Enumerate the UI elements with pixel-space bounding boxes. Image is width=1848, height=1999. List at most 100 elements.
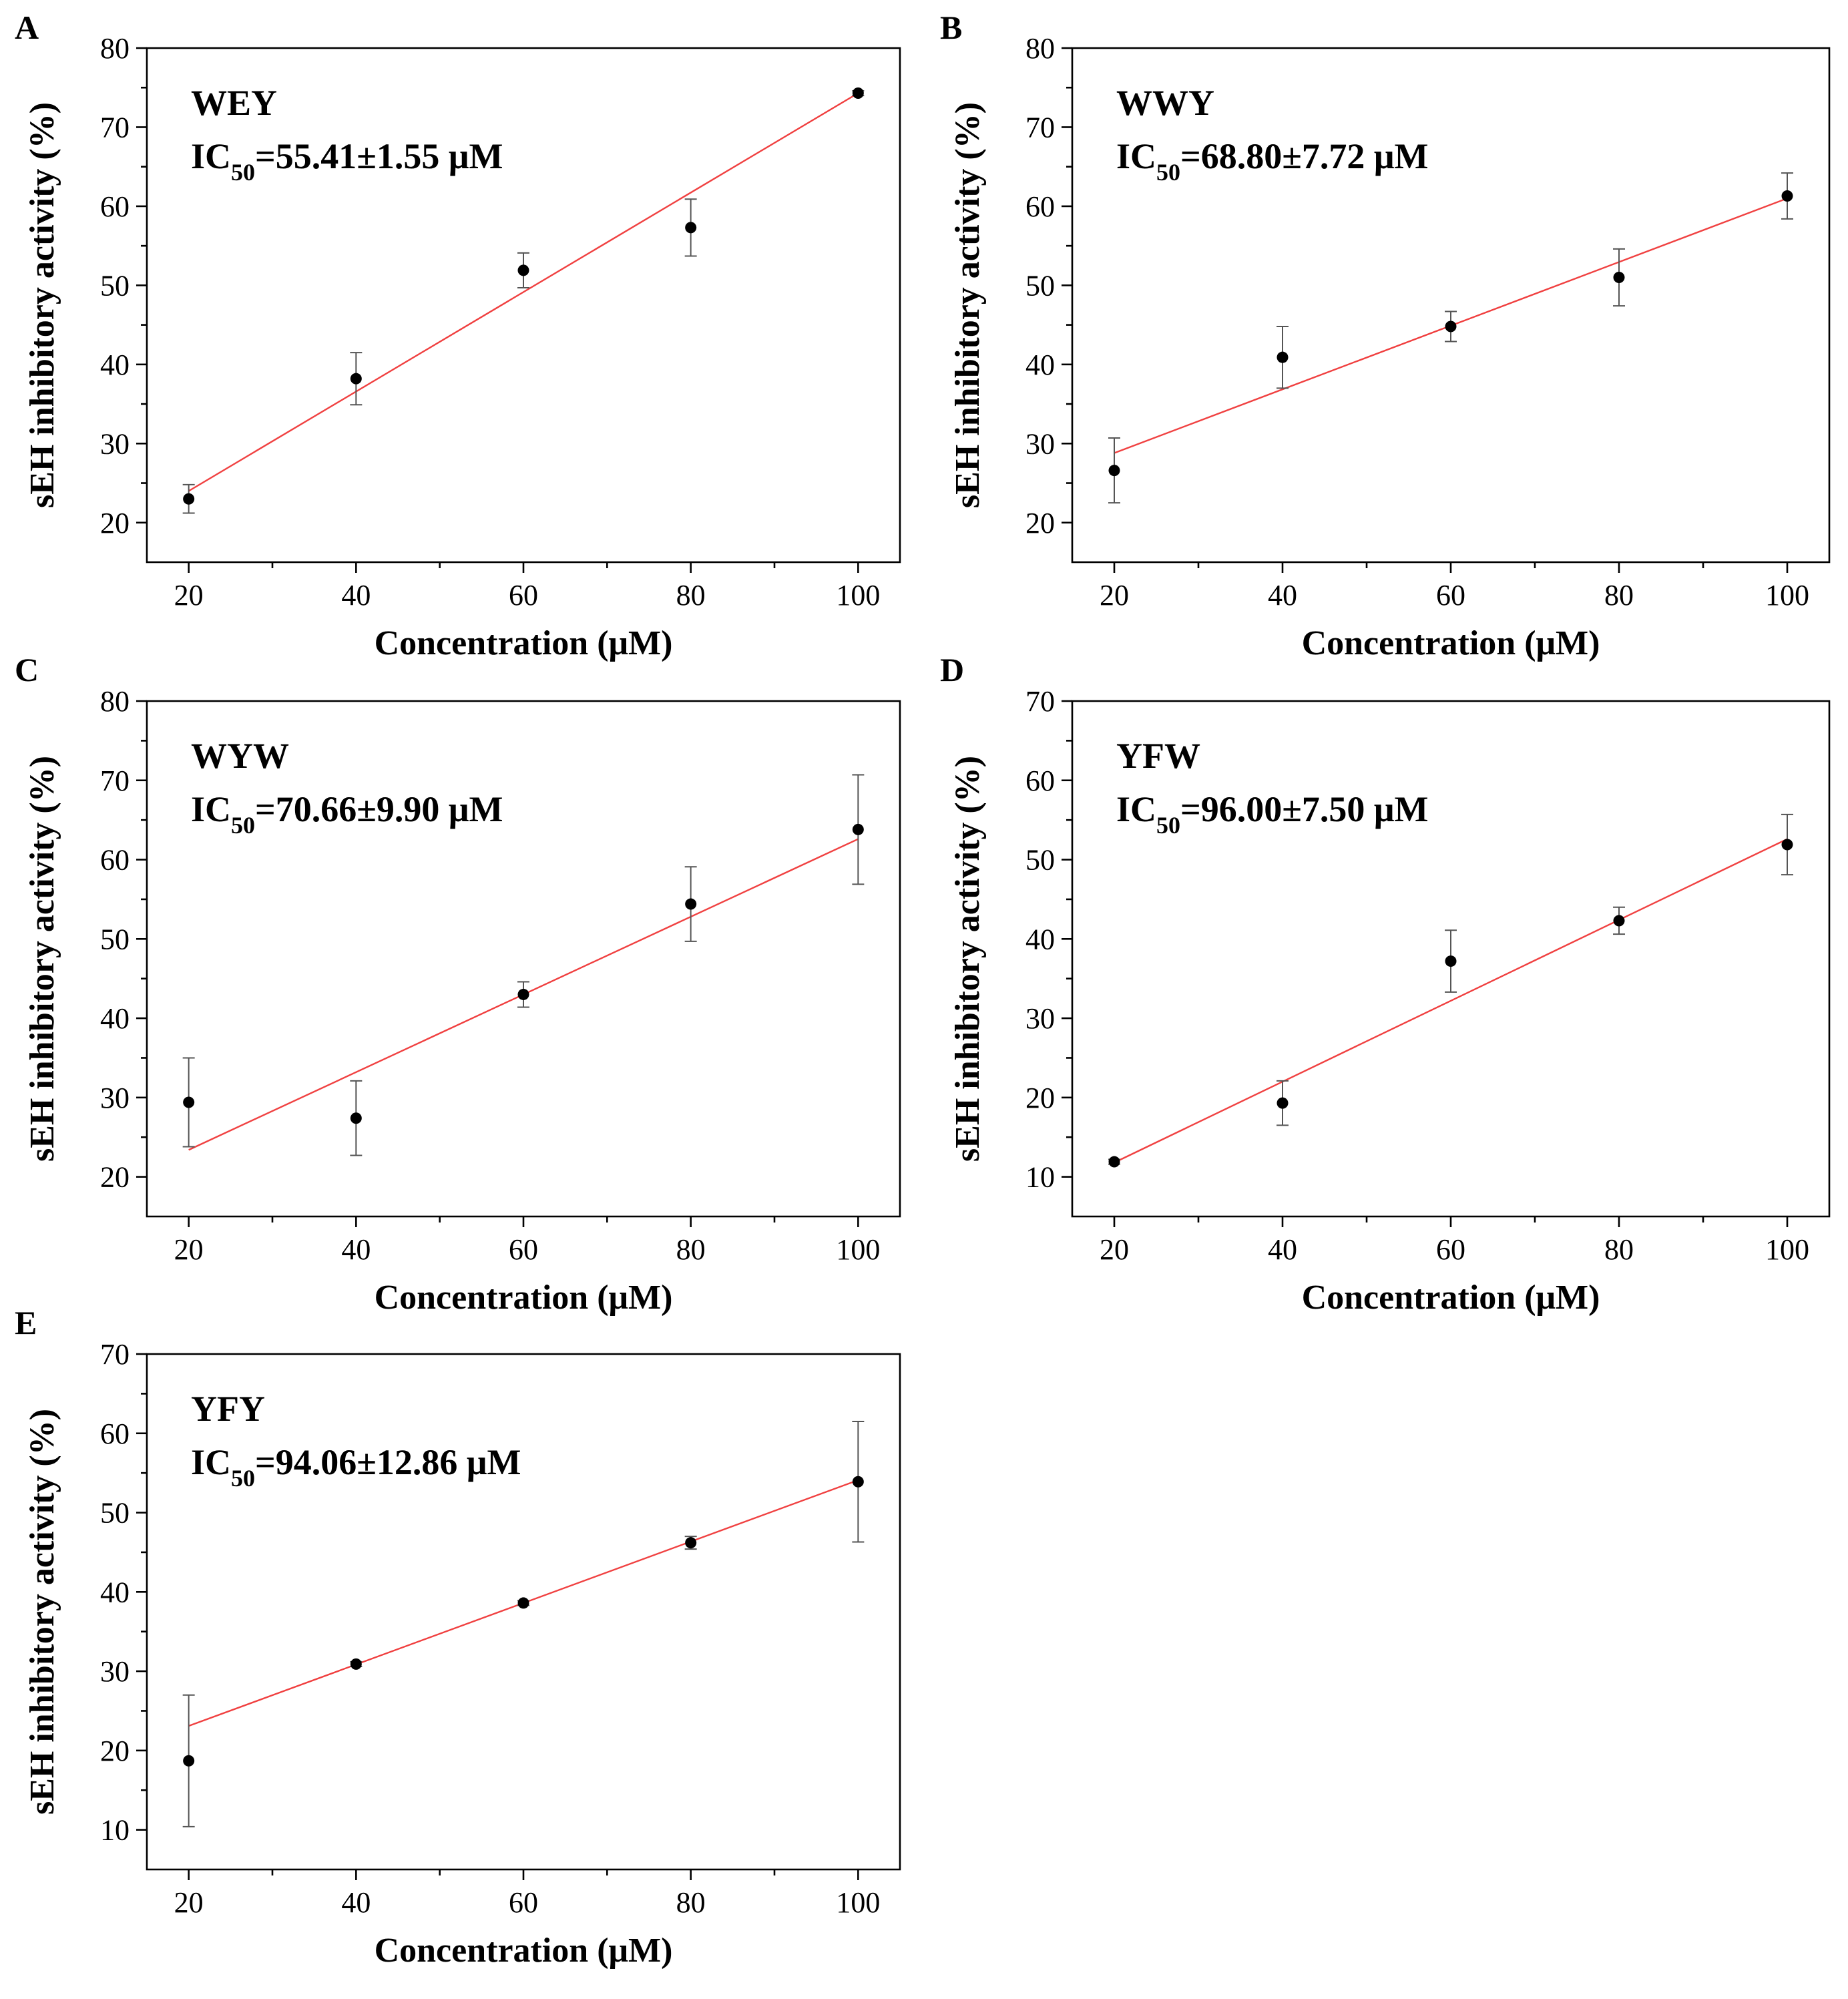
x-axis-title: Concentration (μM): [375, 1279, 673, 1317]
data-point: [1445, 955, 1457, 967]
ic50-subscript: 50: [231, 812, 255, 839]
x-tick-label: 60: [1436, 579, 1465, 612]
data-point: [685, 222, 697, 234]
plot-frame: [146, 700, 901, 1218]
x-tick-label: 40: [341, 579, 371, 612]
y-tick-label: 70: [1025, 685, 1055, 718]
chart-panel-a: A20 40 60 80 10020304050607080Concentration …: [15, 9, 901, 662]
y-tick-label: 80: [1025, 32, 1055, 65]
x-axis-title: Concentration (μM): [1302, 624, 1600, 662]
fit-line: [1114, 838, 1788, 1164]
data-point: [685, 1537, 697, 1549]
y-tick-label: 50: [100, 269, 130, 302]
y-tick-label: 60: [100, 1417, 130, 1450]
ic50-label: IC50=96.00±7.50 μM: [1116, 789, 1429, 839]
y-tick-label: 30: [100, 1655, 130, 1688]
data-point: [183, 493, 195, 505]
y-tick-label: 40: [100, 1002, 130, 1035]
y-tick-label: 60: [1025, 190, 1055, 223]
y-tick-label: 10: [1025, 1161, 1055, 1194]
y-tick-label: 20: [100, 1161, 130, 1194]
x-tick-label: 80: [676, 1886, 706, 1919]
x-tick-label: 60: [1436, 1233, 1465, 1266]
x-tick-label: 100: [836, 1233, 880, 1266]
chart-panel-e: E 20 40 60 80 100 10 20 30 40 50 60 70 Concentration …: [15, 1304, 901, 1970]
x-tick-label: 40: [341, 1886, 371, 1919]
y-tick-label: 30: [100, 1082, 130, 1114]
x-tick-label: 60: [509, 1886, 538, 1919]
ic50-subscript: 50: [1156, 159, 1180, 186]
y-tick-label: 80: [100, 32, 130, 65]
ic50-subscript: 50: [1156, 812, 1180, 839]
ic50-value: =70.66±9.90 μM: [255, 789, 503, 829]
y-axis-title: sEH inhibitory activity (%): [949, 756, 987, 1162]
y-tick-label: 30: [1025, 1002, 1055, 1035]
y-tick-label: 60: [100, 190, 130, 223]
ic50-label: IC50=55.41±1.55 μM: [191, 136, 503, 186]
panel-letter: C: [15, 651, 39, 688]
x-tick-label: 60: [509, 579, 538, 612]
x-axis-title: Concentration (μM): [375, 1932, 673, 1970]
y-axis-title: sEH inhibitory activity (%): [23, 102, 61, 508]
panel-letter: D: [940, 651, 964, 688]
y-tick-label: 40: [1025, 349, 1055, 381]
y-tick-label: 50: [1025, 269, 1055, 302]
ic50-value: =68.80±7.72 μM: [1180, 136, 1429, 176]
data-point: [517, 1597, 529, 1609]
plot-frame: [146, 1353, 901, 1871]
data-point: [1108, 1156, 1120, 1168]
y-axis-title: sEH inhibitory activity (%): [949, 102, 987, 508]
data-point: [350, 1112, 362, 1124]
ic50-label: IC50=68.80±7.72 μM: [1116, 136, 1429, 186]
data-point: [1277, 1097, 1289, 1109]
data-point: [1108, 465, 1120, 477]
x-tick-label: 20: [174, 579, 204, 612]
chart-panel-b: B20 40 60 80 10020304050607080Concentration …: [940, 9, 1831, 662]
ic50-prefix: IC: [1116, 789, 1156, 829]
y-tick-label: 50: [100, 1497, 130, 1530]
y-tick-label: 80: [100, 685, 130, 718]
data-point: [1613, 272, 1625, 284]
peptide-label: YFY: [191, 1389, 265, 1429]
panel-letter: E: [15, 1304, 37, 1341]
x-tick-label: 80: [676, 1233, 706, 1266]
ic50-label: IC50=70.66±9.90 μM: [191, 789, 503, 839]
y-tick-label: 60: [1025, 764, 1055, 797]
y-tick-label: 20: [100, 1735, 130, 1767]
ic50-prefix: IC: [191, 1442, 231, 1482]
data-point: [183, 1096, 195, 1108]
x-axis-title: Concentration (μM): [1302, 1279, 1600, 1317]
peptide-label: WWY: [1116, 83, 1214, 123]
data-point: [852, 823, 864, 835]
y-tick-label: 60: [100, 844, 130, 877]
y-tick-label: 10: [100, 1814, 130, 1847]
x-tick-label: 40: [1268, 579, 1297, 612]
data-point: [1277, 351, 1289, 363]
ic50-value: =94.06±12.86 μM: [255, 1442, 521, 1482]
y-tick-label: 40: [100, 1576, 130, 1608]
y-axis-title: sEH inhibitory activity (%): [23, 1409, 61, 1815]
ic50-prefix: IC: [1116, 136, 1156, 176]
data-point: [350, 373, 362, 385]
y-tick-label: 30: [1025, 427, 1055, 460]
plot-frame: [1071, 47, 1831, 564]
panel-letter: B: [940, 9, 962, 46]
ic50-subscript: 50: [231, 1465, 255, 1492]
y-tick-label: 20: [1025, 507, 1055, 539]
data-point: [852, 87, 864, 99]
x-tick-label: 20: [1100, 579, 1129, 612]
x-tick-label: 40: [1268, 1233, 1297, 1266]
ic50-subscript: 50: [231, 159, 255, 186]
peptide-label: WYW: [191, 736, 289, 776]
x-tick-label: 60: [509, 1233, 538, 1266]
y-tick-label: 40: [1025, 923, 1055, 955]
y-tick-label: 70: [100, 764, 130, 797]
y-axis-title: sEH inhibitory activity (%): [23, 756, 61, 1162]
data-point: [1613, 915, 1625, 927]
chart-panel-d: D 20 40 60 80 100 10 20 30 40 50 60 70 Concentration …: [940, 651, 1831, 1317]
y-tick-label: 50: [1025, 844, 1055, 877]
x-tick-label: 20: [1100, 1233, 1129, 1266]
ic50-label: IC50=94.06±12.86 μM: [191, 1442, 521, 1492]
data-point: [517, 264, 529, 276]
